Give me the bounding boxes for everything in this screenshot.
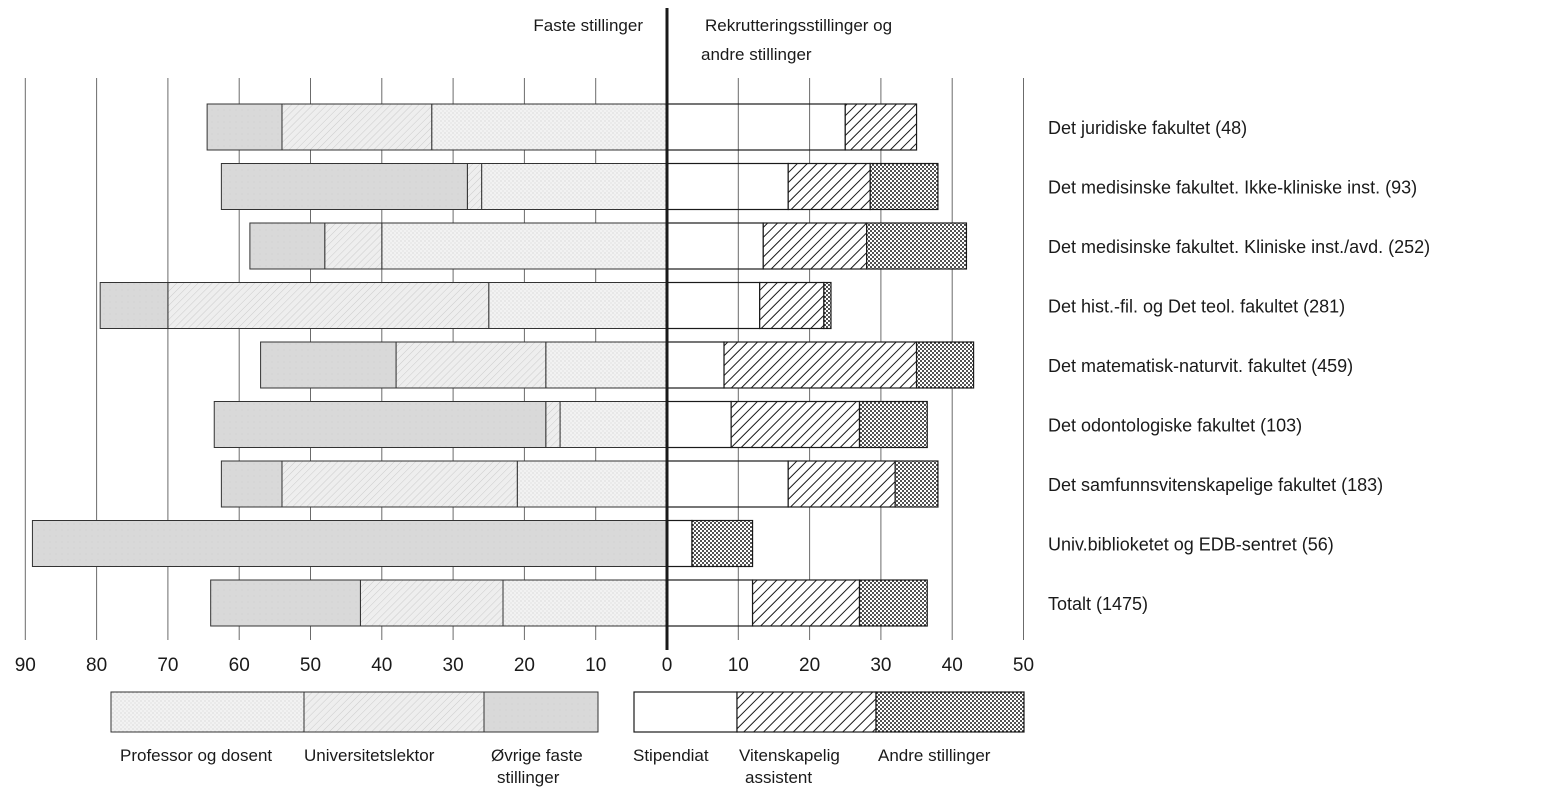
legend: Professor og dosent Universitetslektor Øvr… xyxy=(110,691,1025,787)
bar-segment xyxy=(281,460,518,508)
header-right-line2: andre stillinger xyxy=(701,45,812,64)
legend-label-line2: assistent xyxy=(745,768,812,787)
legend-swatch xyxy=(736,691,877,733)
bar-segment xyxy=(167,282,490,329)
category-label: Univ.biblioketet og EDB-sentret (56) xyxy=(1048,535,1334,555)
bar-segment xyxy=(759,281,825,330)
x-tick-label: 60 xyxy=(229,655,250,676)
bar-segment xyxy=(502,579,668,627)
bar-segment xyxy=(395,341,547,389)
bar-segment xyxy=(260,341,397,389)
bar-segment xyxy=(249,222,326,270)
bar-segment xyxy=(691,519,754,568)
bar-segment xyxy=(762,222,868,270)
bar-segment xyxy=(206,103,283,151)
legend-label: Øvrige faste xyxy=(491,746,583,765)
bar-segment xyxy=(466,163,483,210)
x-tick-label: 70 xyxy=(157,655,178,676)
legend-label-line2: stillinger xyxy=(497,768,560,787)
bar-segment xyxy=(488,282,668,329)
bar-segment xyxy=(324,222,383,270)
bar-segment xyxy=(751,579,861,627)
bar-segment xyxy=(666,281,761,330)
legend-swatch xyxy=(633,691,738,733)
category-label: Det matematisk-naturvit. fakultet (459) xyxy=(1048,356,1353,376)
bar-segment xyxy=(213,401,547,448)
category-label: Det odontologiske fakultet (103) xyxy=(1048,416,1302,436)
bar-segment xyxy=(730,400,861,449)
legend-label: Andre stillinger xyxy=(878,746,991,765)
bar-segment xyxy=(220,460,283,508)
bar-segment xyxy=(666,162,789,211)
bar-segment xyxy=(220,163,468,210)
legend-label: Professor og dosent xyxy=(120,746,272,765)
bar-segment xyxy=(559,401,668,448)
category-label: Totalt (1475) xyxy=(1048,594,1148,614)
legend-swatch xyxy=(483,691,599,733)
bar-segment xyxy=(281,103,433,151)
bar-segment xyxy=(723,341,918,389)
bar-segment xyxy=(431,103,668,151)
x-tick-label: 20 xyxy=(799,655,820,676)
x-tick-label: 90 xyxy=(15,655,36,676)
legend-label: Stipendiat xyxy=(633,746,709,765)
bar-segment xyxy=(844,103,918,151)
category-label: Det juridiske fakultet (48) xyxy=(1048,118,1247,138)
legend-swatch xyxy=(303,691,485,733)
bar-segment xyxy=(666,460,789,508)
x-tick-label: 40 xyxy=(942,655,963,676)
bar-segment xyxy=(866,222,968,270)
x-tick-label: 80 xyxy=(86,655,107,676)
x-tick-label: 30 xyxy=(870,655,891,676)
category-labels: Det juridiske fakultet (48) Det medisinsk… xyxy=(1048,118,1430,614)
x-tick-label: 30 xyxy=(443,655,464,676)
bar-segment xyxy=(99,282,169,329)
bar-segment xyxy=(210,579,361,627)
header-right-line1: Rekrutteringsstillinger og xyxy=(705,16,892,35)
bar-segment xyxy=(915,341,975,389)
bar-segment xyxy=(545,401,561,448)
legend-swatch xyxy=(110,691,305,733)
category-label: Det hist.-fil. og Det teol. fakultet (28… xyxy=(1048,297,1345,317)
x-tick-label: 10 xyxy=(585,655,606,676)
legend-label: Vitenskapelig xyxy=(739,746,840,765)
legend-label: Universitetslektor xyxy=(304,746,435,765)
bar-segment xyxy=(787,162,871,211)
bar-segment xyxy=(894,460,939,508)
x-tick-label: 10 xyxy=(728,655,749,676)
x-tick-label: 20 xyxy=(514,655,535,676)
bar-segment xyxy=(516,460,668,508)
x-tick-label: 0 xyxy=(662,655,673,676)
bar-segment xyxy=(666,400,732,449)
bar-segment xyxy=(545,341,668,389)
bar-segment xyxy=(666,579,754,627)
bar-segment xyxy=(359,579,504,627)
bars xyxy=(31,103,975,627)
bar-segment xyxy=(666,222,764,270)
category-label: Det medisinske fakultet. Ikke-kliniske i… xyxy=(1048,178,1417,198)
bar-segment xyxy=(858,400,928,449)
bar-segment xyxy=(31,520,668,567)
bar-segment xyxy=(869,162,939,211)
category-label: Det samfunnsvitenskapelige fakultet (183… xyxy=(1048,475,1383,495)
bar-segment xyxy=(666,519,693,568)
bar-segment xyxy=(787,460,896,508)
x-tick-label: 40 xyxy=(371,655,392,676)
x-tick-label: 50 xyxy=(1013,655,1034,676)
bar-segment xyxy=(666,103,846,151)
bar-segment xyxy=(481,163,668,210)
x-tick-label: 50 xyxy=(300,655,321,676)
bar-segment xyxy=(823,281,832,330)
bar-segment xyxy=(381,222,668,270)
legend-swatch xyxy=(875,691,1025,733)
header-left: Faste stillinger xyxy=(533,16,643,35)
bar-segment xyxy=(858,579,928,627)
category-label: Det medisinske fakultet. Kliniske inst./… xyxy=(1048,237,1430,257)
bar-segment xyxy=(666,341,725,389)
x-axis-ticks: 90 80 70 60 50 40 30 20 10 0 10 20 30 40 50 xyxy=(15,655,1034,676)
